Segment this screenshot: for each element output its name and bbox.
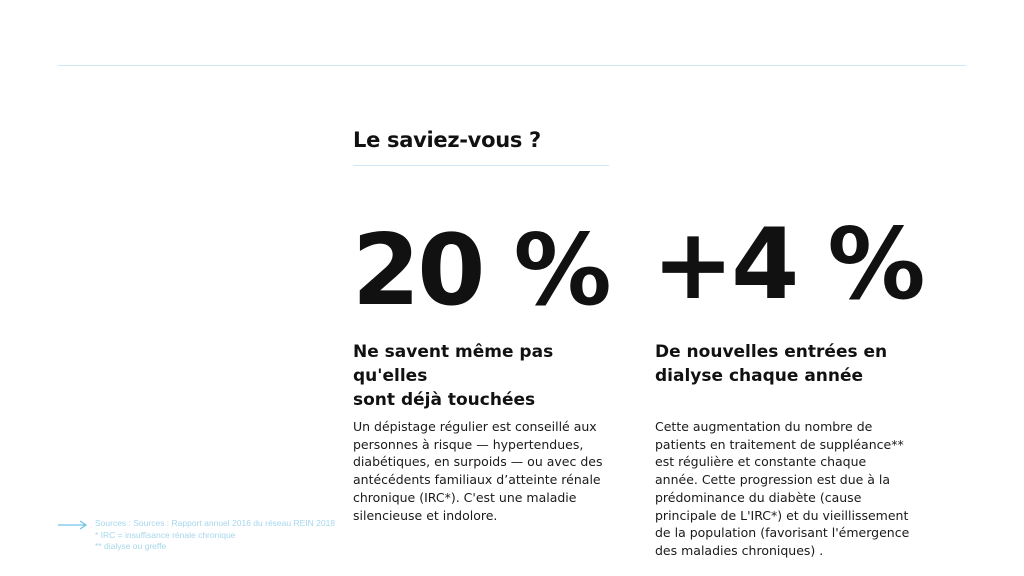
heading-underline	[353, 165, 609, 166]
description-line: de la population (favorisant l'émergence	[655, 525, 910, 541]
stat-description-unaware: Un dépistage régulier est conseillé aux …	[353, 418, 615, 524]
description-line: chronique (IRC*). C'est une maladie	[353, 489, 577, 505]
section-heading: Le saviez-vous ?	[353, 128, 541, 152]
footnote-dialysis: ** dialyse ou greffe	[95, 541, 167, 551]
stat-value-unaware: 20 %	[352, 214, 612, 328]
description-line: patients en traitement de suppléance**	[655, 436, 904, 452]
stat-value-dialysis: +4 %	[652, 208, 926, 322]
description-line: silencieuse et indolore.	[353, 507, 498, 523]
description-line: principale de L'IRC*) et du vieillisseme…	[655, 507, 909, 523]
footnote-irc: * IRC = insuffisance rénale chronique	[95, 529, 236, 540]
source-line: Sources : Sources : Rapport annuel 2016 …	[95, 518, 336, 528]
description-line: personnes à risque — hypertendues,	[353, 436, 584, 452]
description-line: antécédents familiaux d’atteinte rénale	[353, 472, 601, 488]
description-line: Cette augmentation du nombre de	[655, 419, 873, 434]
description-line: est régulière et constante chaque	[655, 454, 867, 470]
sources-text: Sources : Sources : Rapport annuel 2016 …	[95, 518, 335, 553]
stat-description-dialysis: Cette augmentation du nombre de patients…	[655, 418, 917, 560]
top-divider	[58, 65, 966, 66]
description-line: des maladies chroniques) .	[655, 542, 824, 558]
stat-subtitle-unaware: Ne savent même pas qu'elles sont déjà to…	[353, 342, 554, 410]
stat-subtitle-dialysis: De nouvelles entrées en dialyse chaque a…	[655, 342, 888, 386]
description-line: diabétiques, en surpoids — ou avec des	[353, 454, 603, 470]
description-line: année. Cette progression est due à la	[655, 472, 891, 488]
description-line: Un dépistage régulier est conseillé aux	[353, 419, 597, 434]
arrow-right-icon	[58, 520, 88, 530]
description-line: prédominance du diabète (cause	[655, 489, 862, 505]
